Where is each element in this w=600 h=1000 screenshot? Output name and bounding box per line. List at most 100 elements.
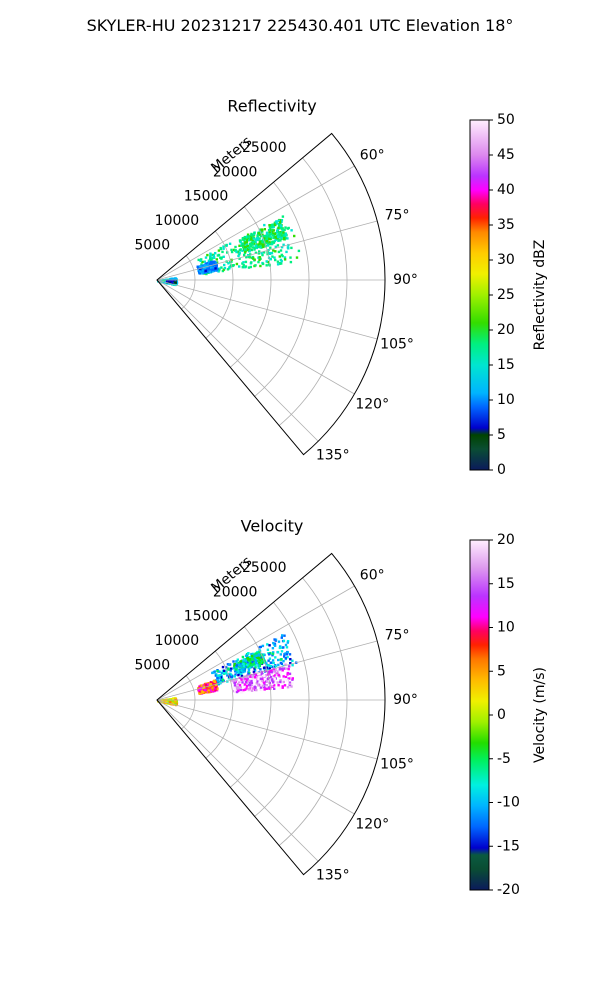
echo-gate: [285, 667, 288, 670]
echo-gate: [215, 687, 219, 691]
echo-gate: [276, 263, 280, 266]
echo-gate: [283, 667, 286, 670]
echo-gate: [286, 641, 289, 644]
colorbar-tick-label: 15: [497, 576, 515, 592]
colorbar-label: Reflectivity dBZ: [532, 240, 548, 351]
echo-gate: [277, 663, 280, 667]
radial-tick-label: 15000: [184, 609, 229, 625]
echo-gate: [273, 232, 277, 236]
echo-gate: [268, 664, 271, 668]
echo-gate: [257, 684, 260, 687]
echo-gate: [242, 688, 245, 692]
colorbar-tick-label: 5: [497, 663, 506, 679]
echo-gate: [261, 673, 264, 677]
echo-gate: [279, 653, 282, 656]
echo-gate: [207, 686, 210, 689]
echo-gate: [285, 665, 288, 668]
echo-gate: [285, 653, 289, 656]
echo-gate: [271, 682, 274, 686]
echo-gate: [251, 674, 254, 678]
echo-gate: [249, 245, 252, 248]
echo-gate: [279, 262, 282, 265]
echo-gate: [258, 662, 262, 666]
echo-gate: [211, 686, 214, 690]
echo-gate: [237, 689, 240, 692]
echo-gate: [250, 679, 253, 683]
echo-gate: [281, 669, 284, 672]
echo-gate: [280, 662, 284, 666]
echo-gate: [253, 688, 257, 691]
echo-gate: [263, 674, 266, 678]
echo-gate: [221, 269, 225, 273]
echo-gate: [245, 240, 249, 244]
polar-grid: [156, 577, 385, 862]
echo-layer: [157, 215, 301, 287]
echo-gate: [171, 699, 175, 703]
echo-gate: [278, 255, 281, 258]
echo-gate: [258, 258, 261, 261]
sector-outline: [156, 132, 386, 456]
echo-gate: [246, 675, 249, 678]
echo-gate: [251, 243, 254, 246]
angular-tick-label: 60°: [360, 148, 385, 164]
echo-gate: [266, 670, 270, 674]
echo-gate: [275, 665, 278, 669]
echo-gate: [206, 683, 209, 686]
echo-gate: [247, 235, 250, 238]
echo-gate: [267, 229, 271, 232]
echo-gate: [262, 653, 265, 656]
echo-gate: [207, 267, 210, 270]
echo-gate: [247, 668, 251, 671]
echo-gate: [169, 700, 172, 703]
echo-gate: [204, 269, 207, 272]
angular-tick-label: 120°: [355, 396, 389, 412]
echo-gate: [280, 224, 283, 228]
echo-gate: [268, 657, 272, 660]
echo-gate: [268, 653, 271, 656]
echo-gate: [250, 654, 254, 658]
echo-gate: [202, 266, 206, 269]
echo-gate: [278, 667, 282, 670]
echo-gate: [245, 256, 248, 259]
echo-gate: [213, 684, 216, 688]
echo-gate: [280, 259, 283, 263]
echo-gate: [226, 268, 230, 271]
echo-gate: [283, 684, 287, 687]
echo-gate: [283, 256, 287, 259]
azimuth-spoke: [156, 165, 355, 281]
echo-gate: [275, 229, 279, 233]
echo-gate: [228, 663, 231, 667]
echo-gate: [264, 674, 268, 677]
echo-gate: [235, 250, 238, 254]
echo-gate: [290, 229, 293, 232]
echo-gate: [253, 231, 256, 235]
echo-gate: [256, 234, 259, 237]
echo-gate: [248, 237, 251, 240]
echo-gate: [254, 251, 258, 254]
echo-gate: [284, 226, 287, 229]
echo-gate: [233, 675, 236, 678]
echo-gate: [210, 259, 213, 262]
colorbar-tick-label: -20: [497, 882, 520, 898]
echo-gate: [260, 660, 264, 663]
echo-gate: [169, 279, 172, 283]
echo-gate: [247, 673, 250, 676]
echo-gate: [248, 658, 251, 661]
echo-gate: [204, 683, 208, 687]
echo-gate: [247, 688, 251, 691]
echo-gate: [280, 650, 284, 653]
echo-gate: [283, 228, 286, 232]
echo-gate: [248, 250, 251, 253]
echo-gate: [286, 686, 290, 689]
azimuth-spoke: [156, 585, 355, 701]
echo-gate: [270, 251, 274, 255]
echo-gate: [235, 668, 238, 671]
echo-gate: [250, 235, 253, 239]
colorbar: -20 -15 -10 -5 0 5 10 15 20 Velocity (m/s): [469, 532, 548, 898]
echo-gate: [232, 264, 235, 267]
echo-gate: [253, 669, 257, 672]
echo-gate: [247, 658, 250, 661]
colorbar-tick-label: -5: [497, 751, 511, 767]
echo-gate: [259, 244, 262, 248]
echo-gate: [215, 265, 218, 268]
